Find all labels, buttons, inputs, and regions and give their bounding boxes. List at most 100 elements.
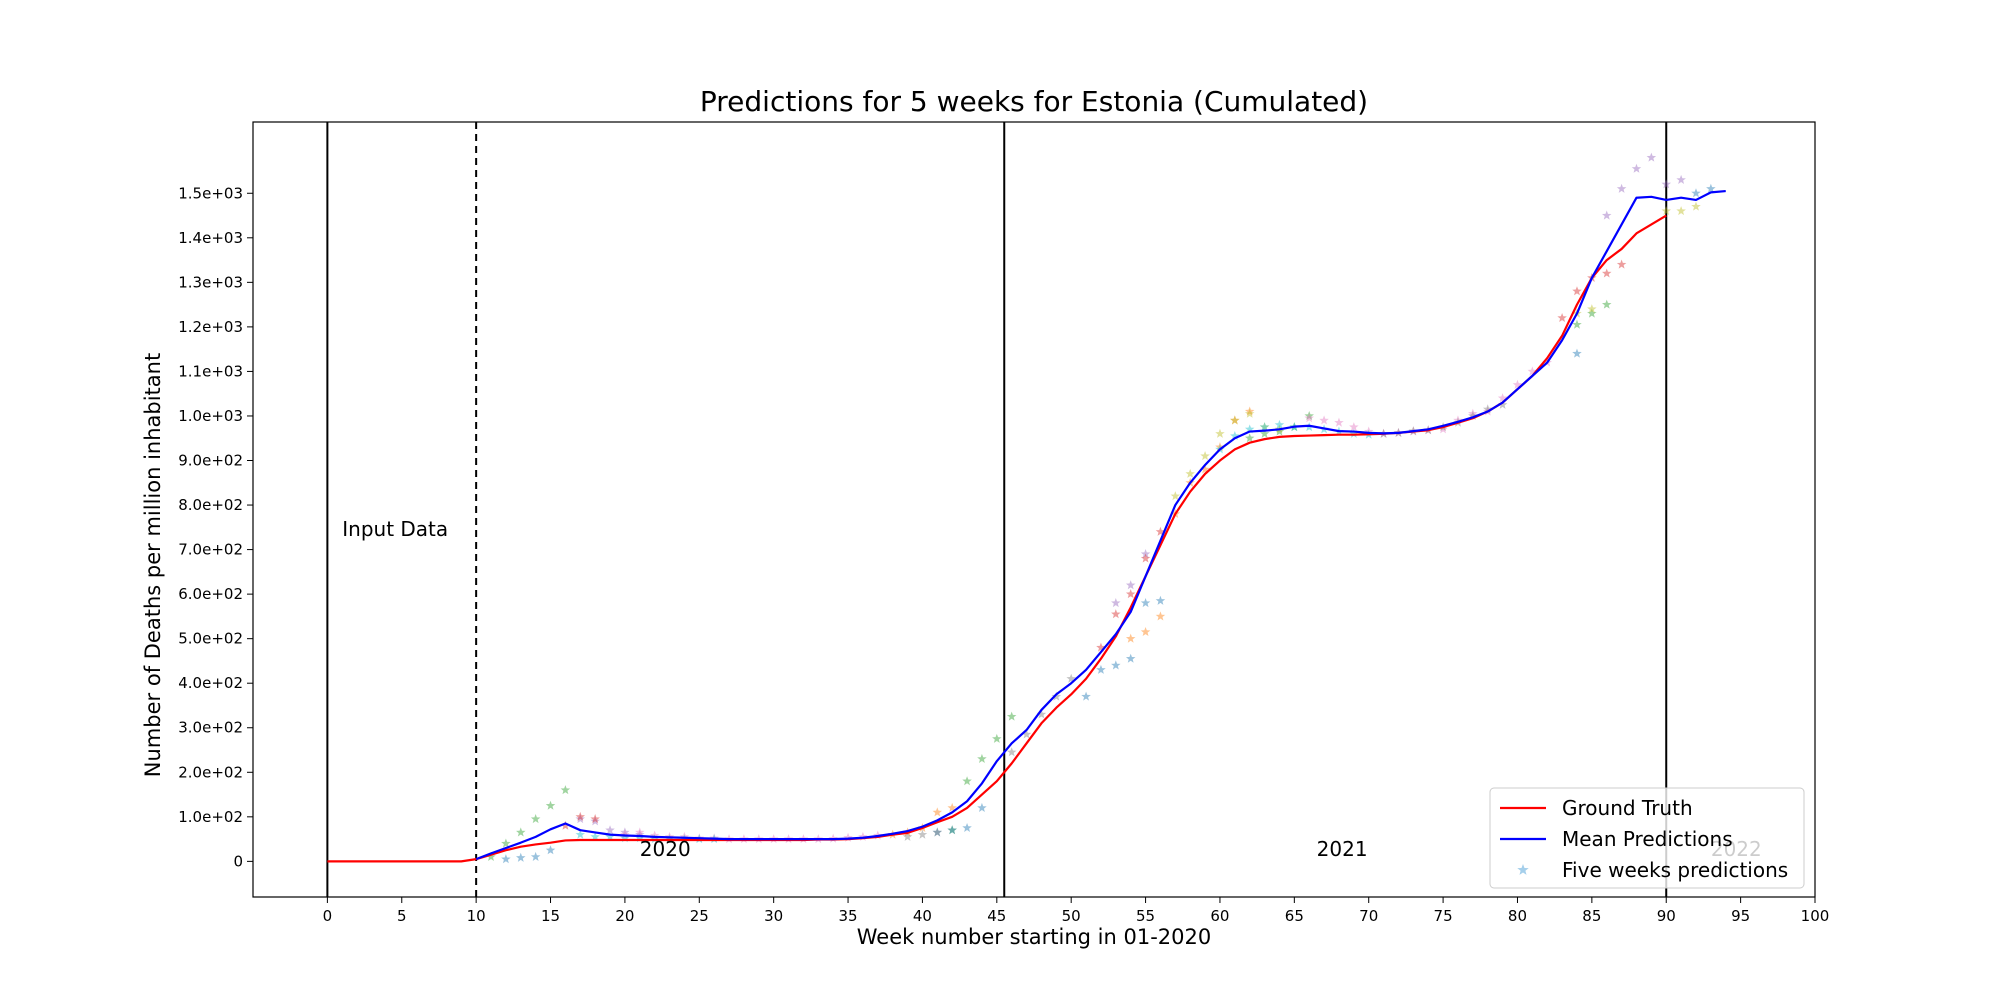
y-axis-title: Number of Deaths per million inhabitant xyxy=(141,353,165,777)
prediction-star-point xyxy=(516,852,526,862)
x-tick-label: 55 xyxy=(1136,907,1155,925)
prediction-star-point xyxy=(1304,410,1314,421)
prediction-star-point xyxy=(1304,413,1314,423)
plot-frame xyxy=(252,121,1816,898)
y-tick-label: 1.4e+03 xyxy=(178,229,243,247)
prediction-star-point xyxy=(962,776,972,786)
x-tick-label: 30 xyxy=(764,907,783,925)
y-tick-label: 1.0e+02 xyxy=(178,808,243,826)
prediction-star-point xyxy=(1661,179,1671,189)
prediction-star-point xyxy=(1185,468,1195,478)
prediction-star-point xyxy=(1230,415,1240,425)
prediction-star-point xyxy=(1259,428,1270,438)
prediction-star-point xyxy=(1601,210,1612,220)
prediction-star-point xyxy=(575,814,586,824)
prediction-star-point xyxy=(1587,308,1597,318)
prediction-star-point xyxy=(1587,304,1597,314)
x-tick-label: 70 xyxy=(1359,907,1378,925)
annotation-label: 2020 xyxy=(640,837,691,861)
prediction-star-point xyxy=(1646,152,1657,162)
prediction-star-point xyxy=(501,838,511,848)
prediction-star-point xyxy=(1601,268,1612,278)
prediction-star-point xyxy=(977,802,987,812)
prediction-star-point xyxy=(1706,183,1716,193)
prediction-star-point xyxy=(902,831,913,841)
scatter-series-five-weeks-predictions xyxy=(486,152,1716,864)
prediction-star-point xyxy=(1601,299,1612,309)
axes-frame xyxy=(252,121,1816,898)
y-tick-label: 2.0e+02 xyxy=(178,763,243,781)
y-tick-label: 1.3e+03 xyxy=(178,273,243,291)
prediction-star-point xyxy=(1259,422,1270,432)
prediction-star-point xyxy=(1170,491,1181,501)
prediction-star-point xyxy=(635,827,645,837)
x-tick-label: 85 xyxy=(1582,907,1601,925)
prediction-star-point xyxy=(1691,188,1701,198)
prediction-star-point xyxy=(1125,633,1136,643)
prediction-star-point xyxy=(516,827,526,837)
y-tick-label: 1.0e+03 xyxy=(178,407,243,425)
prediction-star-point xyxy=(1363,426,1374,436)
prediction-star-point xyxy=(1111,598,1121,608)
prediction-star-point xyxy=(545,845,556,855)
x-tick-label: 5 xyxy=(397,907,407,925)
prediction-star-point xyxy=(932,807,943,817)
prediction-star-point xyxy=(560,820,571,830)
prediction-star-point xyxy=(1200,464,1210,474)
legend-label: Ground Truth xyxy=(1562,796,1693,820)
prediction-star-point xyxy=(1081,691,1091,701)
x-tick-label: 40 xyxy=(913,907,932,925)
annotation-label: 2021 xyxy=(1317,837,1368,861)
prediction-star-point xyxy=(1468,410,1478,421)
y-tick-label: 1.2e+03 xyxy=(178,318,243,336)
prediction-star-point xyxy=(530,851,541,861)
prediction-star-point xyxy=(605,831,615,841)
prediction-star-point xyxy=(635,833,645,843)
x-tick-label: 80 xyxy=(1508,907,1527,925)
legend-label: Five weeks predictions xyxy=(1562,858,1788,882)
prediction-star-point xyxy=(620,827,630,837)
axis-ticks: 0 5 10 15 20 25 30 35 40 45 50 55 60 65 70 75 80 85 90 95 10… xyxy=(178,184,1829,925)
chart-title: Predictions for 5 weeks for Estonia (Cum… xyxy=(700,85,1368,118)
prediction-star-point xyxy=(1661,206,1671,216)
prediction-star-point xyxy=(1676,174,1686,184)
prediction-star-point xyxy=(1468,408,1478,418)
prediction-star-point xyxy=(1438,424,1448,434)
x-tick-label: 35 xyxy=(839,907,858,925)
x-tick-label: 10 xyxy=(467,907,486,925)
prediction-star-point xyxy=(1140,626,1151,637)
prediction-star-point xyxy=(1125,580,1136,590)
x-tick-label: 15 xyxy=(541,907,560,925)
prediction-star-point xyxy=(1140,553,1151,563)
prediction-star-point xyxy=(1096,664,1106,674)
x-tick-label: 65 xyxy=(1285,907,1304,925)
prediction-star-point xyxy=(1527,366,1538,376)
prediction-star-point xyxy=(1482,404,1493,414)
prediction-star-point xyxy=(932,827,943,837)
prediction-star-point xyxy=(1572,319,1582,329)
prediction-star-point xyxy=(649,834,660,844)
prediction-star-point xyxy=(1230,415,1240,425)
prediction-star-point xyxy=(1125,653,1136,663)
prediction-star-point xyxy=(1616,183,1627,193)
x-tick-label: 25 xyxy=(690,907,709,925)
prediction-star-point xyxy=(1066,673,1076,683)
prediction-star-point xyxy=(530,814,541,824)
x-tick-label: 0 xyxy=(323,907,333,925)
prediction-star-point xyxy=(1274,426,1285,436)
plot-area xyxy=(327,152,1726,864)
prediction-star-point xyxy=(1215,442,1225,452)
x-tick-label: 60 xyxy=(1210,907,1229,925)
x-tick-label: 50 xyxy=(1062,907,1081,925)
prediction-star-point xyxy=(1111,660,1121,670)
prediction-star-point xyxy=(1111,609,1121,619)
prediction-star-point xyxy=(1140,549,1151,559)
prediction-star-point xyxy=(1319,415,1329,425)
prediction-star-point xyxy=(977,753,987,763)
y-tick-label: 8.0e+02 xyxy=(178,496,243,514)
prediction-star-point xyxy=(947,825,957,835)
prediction-star-point xyxy=(590,816,600,826)
y-tick-label: 5.0e+02 xyxy=(178,630,243,648)
